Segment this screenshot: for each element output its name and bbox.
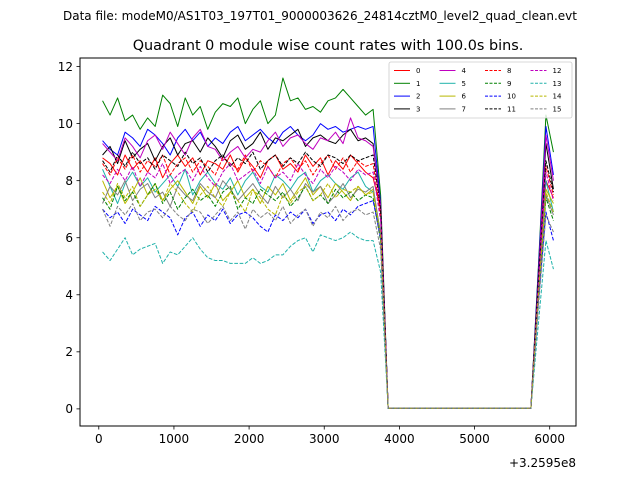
x-tick-label: 0 xyxy=(95,432,103,446)
legend-label-6: 6 xyxy=(462,93,467,101)
x-axis: 0 1000 2000 3000 4000 5000 6000 xyxy=(95,426,565,446)
legend-label-3: 3 xyxy=(416,105,420,113)
legend-label-2: 2 xyxy=(416,93,420,101)
x-tick-label: 2000 xyxy=(234,432,265,446)
y-tick-label: 4 xyxy=(65,288,73,302)
x-axis-offset-label: +3.2595e8 xyxy=(509,456,576,470)
chart-title: Quadrant 0 module wise count rates with … xyxy=(133,38,524,54)
axes-frame xyxy=(79,57,577,427)
series-line-10 xyxy=(102,200,554,409)
legend-label-5: 5 xyxy=(462,80,466,88)
series-line-4 xyxy=(102,117,554,409)
y-tick-label: 0 xyxy=(65,402,73,416)
series-line-1 xyxy=(102,77,554,409)
y-axis: 0 2 4 6 8 10 12 xyxy=(58,60,80,416)
series-line-7 xyxy=(102,180,554,409)
x-tick-label: 4000 xyxy=(384,432,415,446)
y-tick-label: 10 xyxy=(58,117,73,131)
legend-label-12: 12 xyxy=(553,67,562,75)
x-tick-label: 3000 xyxy=(309,432,340,446)
legend-label-13: 13 xyxy=(553,80,562,88)
series-line-5 xyxy=(102,168,554,409)
series-line-0 xyxy=(102,154,554,409)
plot-area xyxy=(80,58,576,426)
figure-suptitle: Data file: modeM0/AS1T03_197T01_90000036… xyxy=(63,9,577,23)
legend-label-9: 9 xyxy=(507,80,511,88)
legend-label-11: 11 xyxy=(507,105,516,113)
legend-frame xyxy=(388,61,573,119)
legend-label-14: 14 xyxy=(553,93,562,101)
legend-label-10: 10 xyxy=(507,93,516,101)
y-tick-label: 2 xyxy=(65,345,73,359)
x-tick-label: 5000 xyxy=(459,432,490,446)
series-line-15 xyxy=(102,202,554,409)
legend-label-8: 8 xyxy=(507,67,511,75)
y-tick-label: 12 xyxy=(58,60,73,74)
legend-label-1: 1 xyxy=(416,80,420,88)
legend-label-0: 0 xyxy=(416,67,420,75)
x-tick-label: 6000 xyxy=(534,432,565,446)
series-line-8 xyxy=(102,154,554,409)
series-line-13 xyxy=(102,231,554,409)
y-tick-label: 8 xyxy=(65,174,73,188)
legend-label-15: 15 xyxy=(553,105,562,113)
legend-label-4: 4 xyxy=(462,67,467,75)
y-tick-label: 6 xyxy=(65,231,73,245)
series-line-14 xyxy=(102,183,554,409)
series-layer xyxy=(102,77,554,409)
series-line-3 xyxy=(102,128,554,409)
x-tick-label: 1000 xyxy=(159,432,190,446)
series-line-11 xyxy=(102,151,554,409)
series-line-12 xyxy=(102,163,554,409)
legend-label-7: 7 xyxy=(462,105,466,113)
